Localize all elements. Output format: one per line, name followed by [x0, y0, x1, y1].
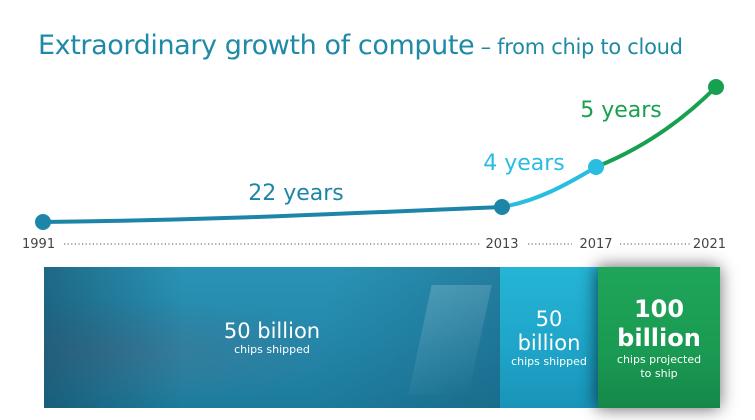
data-point-1991: [35, 214, 51, 230]
tick-label-2013: 2013: [485, 237, 518, 252]
growth-chart: 1991 2013 2017 2021 22 years 4 years 5 years: [22, 79, 726, 252]
panel-3-caption-line2: to ship: [640, 366, 678, 380]
data-point-2017: [588, 159, 604, 175]
segment-line-1: [500, 165, 598, 209]
panel-1-value: 50 billion: [223, 318, 321, 343]
panel-2-value-line1: 50: [535, 306, 563, 331]
panel-1-caption: chips shipped: [234, 342, 310, 356]
title-sub: – from chip to cloud: [474, 35, 683, 59]
segment-label-2: 5 years: [580, 98, 662, 123]
panel-100-billion-projected: 100 billion chips projected to ship: [598, 267, 720, 408]
segment-line-2: [594, 85, 718, 169]
segment-label-1: 4 years: [483, 151, 565, 176]
segment-line-0: [41, 205, 504, 224]
data-point-2021: [708, 79, 724, 95]
panel-2-value-line2: billion: [517, 330, 581, 355]
panel-3-caption-line1: chips projected: [616, 352, 702, 366]
chart-title: Extraordinary growth of compute – from c…: [38, 30, 683, 61]
data-point-2013: [494, 199, 510, 215]
tick-label-2017: 2017: [579, 237, 612, 252]
panel-50-billion-shipped: 50 billion chips shipped: [44, 267, 500, 408]
panel-50-billion-2017: 50 billion chips shipped: [500, 267, 598, 408]
panel-3-value-line1: 100: [633, 294, 685, 323]
panel-3-value-line2: billion: [617, 323, 701, 352]
panel-2-caption: chips shipped: [511, 354, 587, 368]
tick-label-2021: 2021: [693, 237, 726, 252]
tick-label-1991: 1991: [22, 237, 55, 252]
segment-label-0: 22 years: [248, 181, 344, 206]
title-main: Extraordinary growth of compute: [38, 30, 475, 61]
